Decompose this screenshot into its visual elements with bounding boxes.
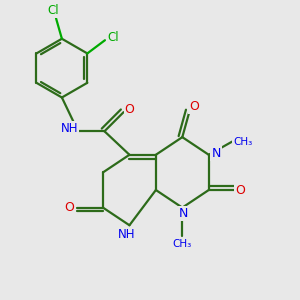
Text: Cl: Cl bbox=[107, 31, 119, 44]
Text: NH: NH bbox=[61, 122, 78, 135]
Text: O: O bbox=[235, 184, 245, 196]
Text: NH: NH bbox=[118, 228, 135, 241]
Text: O: O bbox=[64, 201, 74, 214]
Text: N: N bbox=[179, 207, 188, 220]
Text: O: O bbox=[124, 103, 134, 116]
Text: CH₃: CH₃ bbox=[233, 136, 252, 147]
Text: N: N bbox=[212, 147, 221, 160]
Text: CH₃: CH₃ bbox=[173, 239, 192, 249]
Text: Cl: Cl bbox=[47, 4, 59, 17]
Text: O: O bbox=[189, 100, 199, 113]
